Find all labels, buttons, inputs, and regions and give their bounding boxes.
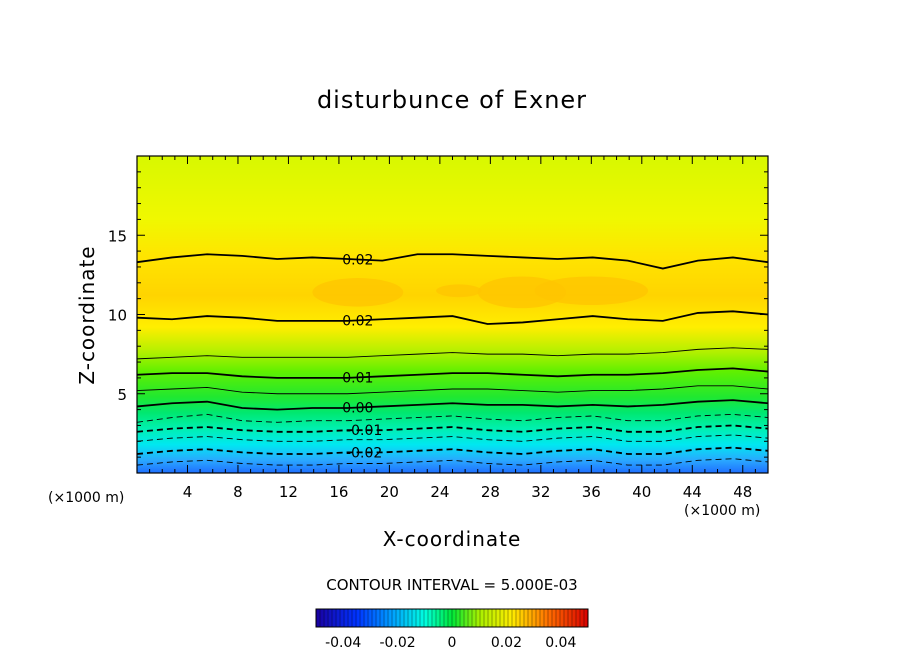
colorbar-labels: -0.04 -0.02 0 0.02 0.04 (325, 635, 576, 651)
contour-line (136, 310, 769, 325)
colorbar-label: 0.02 (491, 635, 522, 651)
x-tick-label: 32 (531, 483, 550, 501)
contour-lines: 0.02 0.02 0.01 0.00 -0.01 -0.02 (136, 253, 769, 466)
max-blob (534, 276, 649, 305)
colorbar-label: -0.04 (325, 635, 361, 651)
contour-label: 0.00 (342, 401, 373, 417)
x-axis-label: X-coordinate (382, 527, 522, 551)
x-tick-label: 4 (183, 483, 193, 501)
contour-label: 0.02 (342, 253, 373, 269)
max-blob (436, 284, 482, 298)
x-tick-label: 36 (582, 483, 601, 501)
contour-line (136, 253, 769, 270)
contour-line (136, 385, 769, 395)
contour-label: 0.01 (342, 370, 373, 386)
colorbar-ticks (319, 609, 585, 627)
contour-label: -0.01 (346, 423, 382, 439)
max-region (312, 276, 649, 309)
colorbar-label: 0.04 (545, 635, 576, 651)
x-tick-label: 16 (329, 483, 348, 501)
y-tick-label: 5 (117, 386, 127, 404)
contour-line (136, 446, 769, 455)
y-tick-label: 10 (108, 307, 127, 325)
contour-label: 0.02 (342, 313, 373, 329)
contour-line (136, 434, 769, 442)
contour-interval-label: CONTOUR INTERVAL = 5.000E-03 (326, 576, 578, 594)
x-tick-label: 12 (279, 483, 298, 501)
colorbar-label: 0 (448, 635, 457, 651)
contour-line (136, 347, 769, 360)
x-unit-left: (×1000 m) (48, 490, 125, 506)
contour-line (136, 367, 769, 379)
colorbar-label: -0.02 (379, 635, 415, 651)
max-blob (312, 278, 404, 307)
y-tick-label: 15 (108, 227, 127, 245)
contour-line (136, 399, 769, 411)
x-unit-right: (×1000 m) (684, 503, 761, 519)
y-axis-label: Z-coordinate (75, 245, 99, 384)
x-tick-label: 28 (481, 483, 500, 501)
x-tick-label: 40 (632, 483, 651, 501)
contour-line (136, 458, 769, 466)
x-tick-label: 44 (683, 483, 702, 501)
x-tick-label: 48 (733, 483, 752, 501)
x-tick-label: 8 (233, 483, 243, 501)
x-tick-label: 20 (380, 483, 399, 501)
chart-title: disturbunce of Exner (316, 86, 588, 114)
x-tick-label: 24 (430, 483, 449, 501)
plot-area (137, 156, 768, 473)
contour-line (136, 424, 769, 433)
contour-label: -0.02 (346, 445, 382, 461)
